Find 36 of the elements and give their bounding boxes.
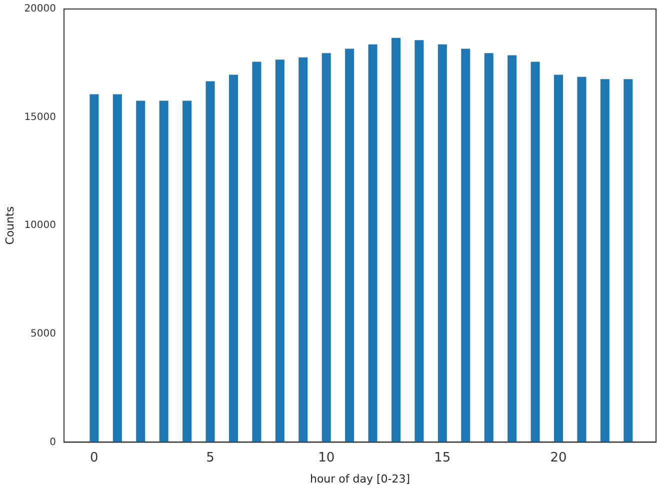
bar: [600, 79, 610, 442]
x-tick-label: 5: [206, 450, 214, 466]
y-tick-label: 20000: [24, 4, 56, 15]
bar: [322, 53, 331, 442]
bar: [298, 57, 308, 442]
y-axis-title: Counts: [3, 206, 16, 245]
bar: [206, 81, 215, 442]
bar: [275, 60, 284, 442]
bar: [112, 94, 122, 442]
bar: [438, 44, 447, 442]
y-tick-label: 10000: [24, 220, 56, 232]
bar: [136, 100, 146, 442]
bar: [624, 79, 633, 442]
bar: [90, 94, 99, 442]
bar: [345, 48, 354, 442]
y-tick-label: 5000: [30, 328, 56, 340]
bar: [252, 62, 262, 442]
y-tick-label: 0: [50, 436, 56, 448]
x-tick-label: 0: [90, 450, 98, 466]
bar: [530, 62, 540, 442]
bar: [554, 74, 564, 442]
x-axis-title: hour of day [0-23]: [310, 472, 410, 486]
bar: [391, 38, 400, 442]
bar: [368, 44, 378, 442]
x-tick-label: 20: [550, 450, 567, 466]
x-tick-label: 15: [434, 450, 451, 466]
bar: [461, 48, 470, 442]
y-tick-label: 15000: [24, 112, 56, 123]
bar: [414, 40, 424, 442]
bar: [484, 53, 494, 442]
bar: [228, 74, 238, 442]
bar: [577, 76, 586, 442]
bar: [182, 100, 192, 442]
bar: [508, 55, 517, 442]
x-tick-label: 10: [318, 450, 335, 466]
bar: [159, 100, 168, 442]
